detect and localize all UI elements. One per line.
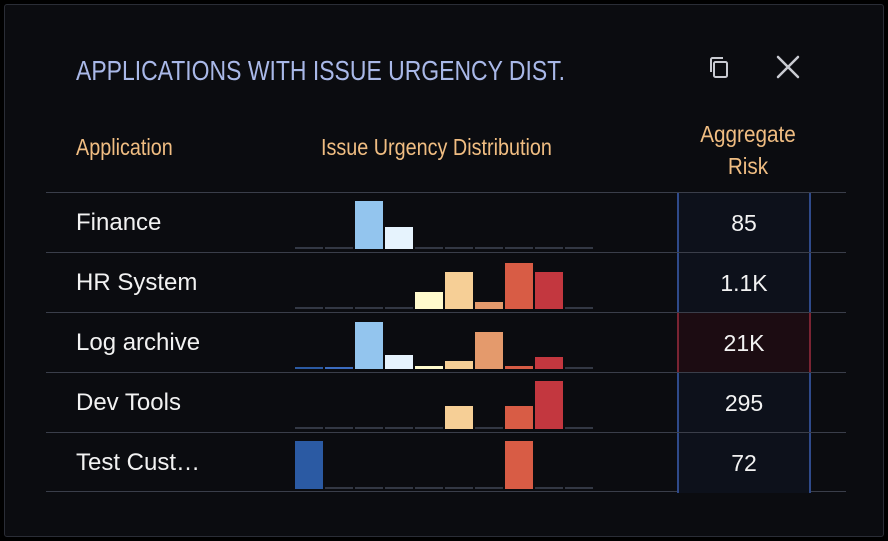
- urgency-bar: [505, 263, 533, 309]
- app-name[interactable]: Finance: [76, 209, 162, 236]
- urgency-distribution: [295, 319, 595, 369]
- urgency-bar: [505, 247, 533, 249]
- urgency-bar: [355, 201, 383, 249]
- urgency-bar: [325, 427, 353, 429]
- urgency-bar: [535, 272, 563, 309]
- urgency-bar: [295, 247, 323, 249]
- urgency-bar: [325, 307, 353, 309]
- urgency-bar: [475, 247, 503, 249]
- urgency-bar: [565, 367, 593, 369]
- app-name[interactable]: HR System: [76, 269, 198, 296]
- urgency-bar: [385, 487, 413, 489]
- urgency-bar: [505, 441, 533, 489]
- urgency-bar: [295, 441, 323, 489]
- urgency-bar: [445, 361, 473, 369]
- urgency-bar: [385, 427, 413, 429]
- urgency-bar: [475, 302, 503, 309]
- urgency-bar: [415, 292, 443, 309]
- urgency-bar: [535, 487, 563, 489]
- urgency-bar: [535, 381, 563, 429]
- urgency-bar: [565, 427, 593, 429]
- applications-table: Finance 85 HR System 1.1K Log archive 21…: [46, 192, 846, 493]
- urgency-bar: [475, 427, 503, 429]
- urgency-distribution: [295, 259, 595, 309]
- urgency-bar: [445, 272, 473, 309]
- copy-icon[interactable]: [702, 50, 736, 84]
- table-row[interactable]: Finance 85: [46, 192, 846, 253]
- urgency-bar: [565, 307, 593, 309]
- close-icon[interactable]: [771, 50, 805, 84]
- urgency-bar: [565, 247, 593, 249]
- urgency-bar: [355, 487, 383, 489]
- urgency-bar: [385, 307, 413, 309]
- urgency-bar: [535, 247, 563, 249]
- column-header-risk-line2: Risk: [727, 153, 769, 179]
- urgency-bar: [415, 366, 443, 369]
- urgency-bar: [475, 332, 503, 369]
- panel-title: APPLICATIONS WITH ISSUE URGENCY DIST.: [76, 55, 566, 86]
- urgency-bar: [415, 487, 443, 489]
- table-row[interactable]: HR System 1.1K: [46, 252, 846, 313]
- urgency-bar: [295, 427, 323, 429]
- urgency-bar: [415, 427, 443, 429]
- column-header-distribution: Issue Urgency Distribution: [321, 134, 552, 160]
- urgency-bar: [445, 487, 473, 489]
- table-row[interactable]: Log archive 21K: [46, 312, 846, 373]
- urgency-bar: [325, 367, 353, 369]
- column-header-aggregate-risk[interactable]: Aggregate Risk: [688, 118, 809, 182]
- risk-value: 295: [677, 373, 811, 433]
- urgency-bar: [415, 247, 443, 249]
- urgency-bar: [475, 487, 503, 489]
- urgency-bar: [385, 355, 413, 369]
- urgency-distribution: [295, 439, 595, 489]
- urgency-panel: APPLICATIONS WITH ISSUE URGENCY DIST. Ap…: [4, 4, 884, 537]
- urgency-bar: [355, 427, 383, 429]
- column-header-application[interactable]: Application: [76, 134, 173, 160]
- urgency-bar: [325, 487, 353, 489]
- risk-value: 1.1K: [677, 253, 811, 313]
- column-header-risk-line1: Aggregate: [700, 121, 796, 147]
- urgency-bar: [325, 247, 353, 249]
- urgency-bar: [565, 487, 593, 489]
- urgency-bar: [295, 307, 323, 309]
- urgency-bar: [535, 357, 563, 369]
- app-name[interactable]: Log archive: [76, 329, 201, 356]
- urgency-bar: [505, 366, 533, 369]
- table-row[interactable]: Dev Tools 295: [46, 372, 846, 433]
- urgency-bar: [385, 227, 413, 249]
- urgency-distribution: [295, 199, 595, 249]
- urgency-bar: [445, 247, 473, 249]
- risk-value: 72: [677, 433, 811, 493]
- urgency-distribution: [295, 379, 595, 429]
- urgency-bar: [505, 406, 533, 429]
- risk-value: 85: [677, 193, 811, 253]
- urgency-bar: [445, 406, 473, 429]
- urgency-bar: [355, 307, 383, 309]
- table-row[interactable]: Test Cust… 72: [46, 432, 846, 493]
- app-name[interactable]: Test Cust…: [76, 449, 201, 476]
- urgency-bar: [355, 322, 383, 369]
- app-name[interactable]: Dev Tools: [76, 389, 181, 416]
- risk-value: 21K: [677, 313, 811, 373]
- urgency-bar: [295, 367, 323, 369]
